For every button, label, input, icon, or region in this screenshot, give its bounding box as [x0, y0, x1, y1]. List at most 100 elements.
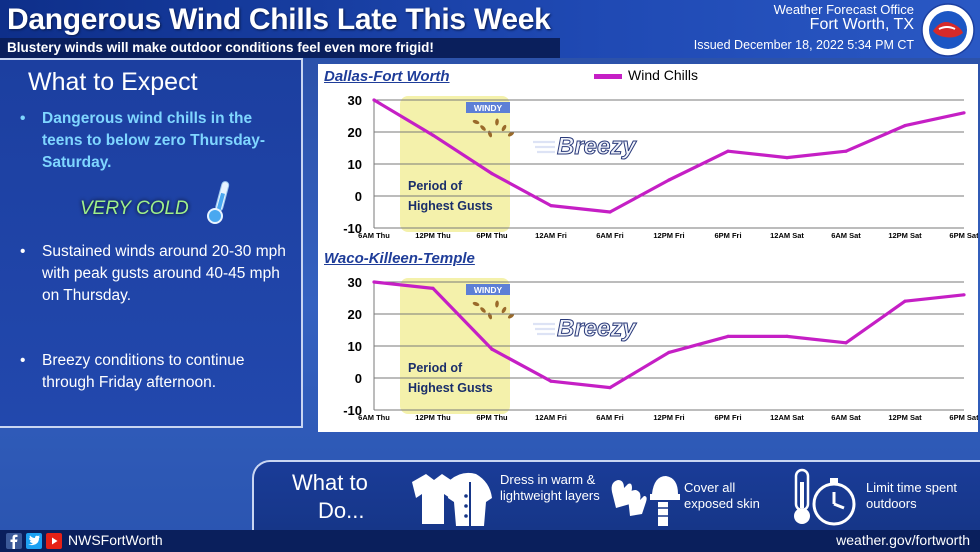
data-point	[844, 341, 848, 345]
bullet-dot: •	[20, 352, 26, 369]
chart-title-dfw: Dallas-Fort Worth	[324, 68, 450, 85]
data-point	[608, 210, 612, 214]
legend-swatch	[594, 74, 622, 79]
social-handle[interactable]: NWSFortWorth	[68, 532, 163, 548]
data-point	[903, 124, 907, 128]
office-location: Fort Worth, TX	[809, 16, 914, 33]
y-tick-label: 30	[348, 275, 362, 290]
leaf-icon	[507, 131, 515, 137]
what-to-expect-panel: What to Expect • Dangerous wind chills i…	[0, 58, 303, 428]
x-tick-label: 6PM Fri	[714, 413, 741, 422]
data-point	[431, 286, 435, 290]
thermometer-stopwatch-icon	[794, 468, 856, 526]
x-tick-label: 6AM Fri	[596, 413, 624, 422]
youtube-icon[interactable]	[46, 533, 62, 549]
twitter-icon[interactable]	[26, 533, 42, 549]
x-tick-label: 12AM Sat	[770, 231, 804, 240]
issued-timestamp: Issued December 18, 2022 5:34 PM CT	[693, 38, 914, 52]
jacket-icon	[412, 472, 492, 526]
x-tick-label: 6PM Fri	[714, 231, 741, 240]
y-tick-label: 10	[348, 339, 362, 354]
leaf-icon	[472, 119, 480, 125]
expect-bullet: • Dangerous wind chills in the teens to …	[20, 108, 290, 174]
leaf-icon	[495, 300, 499, 308]
chart-waco: WINDY Period of Highest Gusts -10 0 10 20 30 6AM…	[343, 275, 978, 422]
y-tick-label: 0	[355, 371, 362, 386]
expect-bullet: • Breezy conditions to continue through …	[20, 350, 290, 394]
y-tick-label: -10	[343, 221, 362, 236]
bullet-text: Breezy conditions to continue through Fr…	[42, 352, 245, 391]
x-tick-label: 6PM Sat	[949, 413, 978, 422]
tip-text: Dress in warm & lightweight layers	[500, 472, 600, 503]
data-point	[844, 149, 848, 153]
tip-text: Limit time spent outdoors	[866, 480, 958, 511]
period-label: Period of	[408, 179, 463, 193]
leaf-icon	[480, 307, 486, 313]
period-label: Period of	[408, 361, 463, 375]
breezy-annotation: Breezy	[557, 133, 637, 160]
x-tick-label: 12PM Thu	[415, 231, 451, 240]
windy-label: WINDY	[474, 285, 503, 295]
data-point	[785, 156, 789, 160]
x-tick-label: 6AM Thu	[358, 231, 390, 240]
chart-dfw: WINDY Period of Highest Gusts -10 0 10 20 30 6AM…	[343, 93, 978, 240]
thermometer-icon	[207, 181, 230, 224]
windy-label: WINDY	[474, 103, 503, 113]
footer-bar: NWSFortWorth weather.gov/fortworth	[0, 530, 980, 552]
data-point	[549, 204, 553, 208]
x-tick-label: 6AM Fri	[596, 231, 624, 240]
facebook-icon[interactable]	[6, 533, 22, 549]
bullet-text: Dangerous wind chills in the teens to be…	[42, 110, 266, 171]
leaf-icon	[501, 306, 507, 314]
period-label: Highest Gusts	[408, 381, 493, 395]
x-tick-label: 12PM Fri	[653, 413, 684, 422]
very-cold-label: VERY COLD	[80, 198, 189, 219]
legend-label: Wind Chills	[628, 67, 699, 83]
bullet-text: Sustained winds around 20-30 mph with pe…	[42, 243, 286, 304]
breezy-annotation: Breezy	[557, 315, 637, 342]
x-tick-label: 12PM Thu	[415, 413, 451, 422]
y-tick-label: -10	[343, 403, 362, 418]
period-label: Highest Gusts	[408, 199, 493, 213]
data-point	[372, 98, 376, 102]
y-tick-label: 30	[348, 93, 362, 108]
leaf-icon	[501, 124, 507, 132]
what-to-do-heading-2: Do...	[318, 498, 365, 523]
x-tick-label: 12AM Fri	[535, 413, 567, 422]
windy-badge	[466, 102, 510, 113]
x-tick-label: 6PM Thu	[476, 413, 508, 422]
leaf-icon	[495, 118, 499, 126]
chart-title-waco: Waco-Killeen-Temple	[324, 250, 475, 267]
data-point	[431, 133, 435, 137]
data-point	[372, 280, 376, 284]
y-tick-label: 20	[348, 307, 362, 322]
x-tick-label: 12AM Fri	[535, 231, 567, 240]
page-title: Dangerous Wind Chills Late This Week	[7, 3, 551, 36]
data-point	[903, 299, 907, 303]
website-link[interactable]: weather.gov/fortworth	[836, 532, 970, 548]
expect-heading: What to Expect	[28, 68, 198, 96]
x-tick-label: 6PM Thu	[476, 231, 508, 240]
data-point	[785, 334, 789, 338]
y-tick-label: 0	[355, 189, 362, 204]
x-tick-label: 12AM Sat	[770, 413, 804, 422]
header-bar: Dangerous Wind Chills Late This Week Blu…	[0, 0, 980, 58]
leaf-icon	[507, 313, 515, 319]
expect-bullet: • Sustained winds around 20-30 mph with …	[20, 241, 290, 307]
y-tick-label: 10	[348, 157, 362, 172]
nws-logo-icon	[921, 3, 975, 57]
mittens-hat-icon	[611, 476, 680, 526]
data-point	[962, 111, 966, 115]
chart-area: Dallas-Fort Worth Wind Chills WINDY Perio…	[318, 64, 978, 432]
data-point	[726, 149, 730, 153]
x-tick-label: 6AM Sat	[831, 231, 861, 240]
y-tick-label: 20	[348, 125, 362, 140]
data-point	[490, 347, 494, 351]
data-point	[962, 293, 966, 297]
x-tick-label: 6AM Thu	[358, 413, 390, 422]
x-tick-label: 6PM Sat	[949, 231, 978, 240]
data-point	[549, 379, 553, 383]
office-label: Weather Forecast Office	[773, 2, 914, 17]
bullet-dot: •	[20, 243, 26, 260]
tip-text: Cover all exposed skin	[684, 480, 760, 511]
